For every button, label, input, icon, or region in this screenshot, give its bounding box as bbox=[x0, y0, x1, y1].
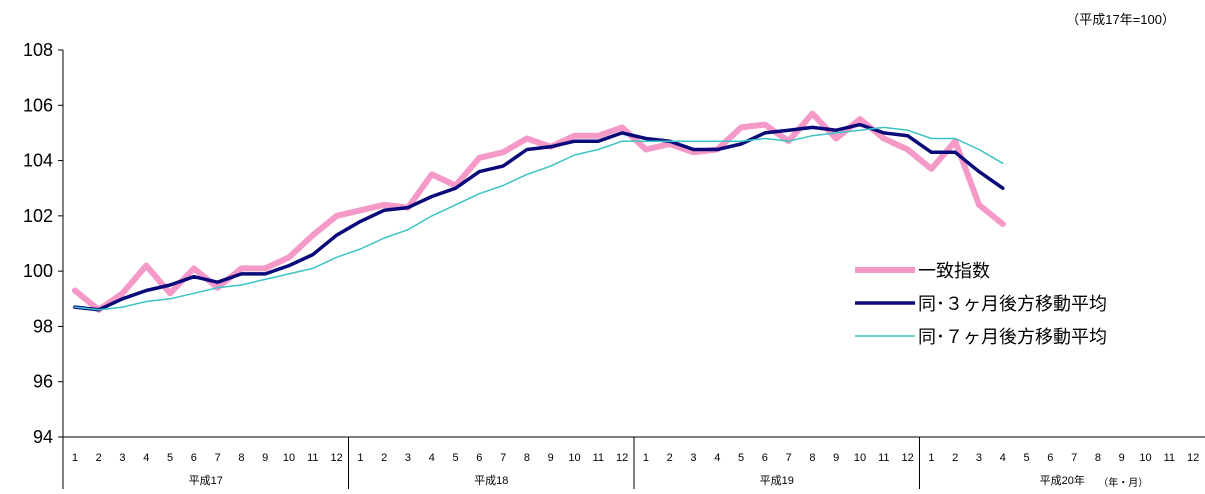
legend-label: 同･３ヶ月後方移動平均 bbox=[918, 294, 1107, 314]
x-tick-label: 12 bbox=[330, 452, 342, 464]
y-tick-label: 104 bbox=[23, 151, 53, 171]
x-tick-label: 2 bbox=[381, 452, 387, 464]
x-tick-label: 7 bbox=[786, 452, 792, 464]
x-unit-label: （年・月） bbox=[1098, 476, 1148, 489]
year-label: 平成18 bbox=[474, 474, 508, 487]
y-tick-label: 96 bbox=[33, 372, 53, 392]
x-tick-label: 12 bbox=[616, 452, 628, 464]
x-tick-label: 4 bbox=[714, 452, 720, 464]
x-tick-label: 10 bbox=[568, 452, 580, 464]
x-tick-label: 5 bbox=[738, 452, 744, 464]
x-tick-label: 5 bbox=[1024, 452, 1030, 464]
x-tick-label: 7 bbox=[215, 452, 221, 464]
x-tick-label: 4 bbox=[1000, 452, 1006, 464]
x-tick-label: 10 bbox=[1139, 452, 1151, 464]
y-tick-label: 106 bbox=[23, 95, 53, 115]
x-tick-label: 10 bbox=[283, 452, 295, 464]
x-tick-label: 11 bbox=[1164, 452, 1175, 464]
x-tick-label: 12 bbox=[901, 452, 913, 464]
x-tick-label: 9 bbox=[262, 452, 268, 464]
x-tick-label: 11 bbox=[307, 452, 318, 464]
x-tick-label: 2 bbox=[667, 452, 673, 464]
x-tick-label: 7 bbox=[1071, 452, 1077, 464]
x-tick-label: 4 bbox=[429, 452, 435, 464]
x-tick-label: 11 bbox=[593, 452, 604, 464]
x-tick-label: 10 bbox=[854, 452, 866, 464]
x-tick-label: 12 bbox=[1187, 452, 1199, 464]
y-tick-label: 94 bbox=[33, 427, 53, 447]
x-tick-label: 6 bbox=[1047, 452, 1053, 464]
x-tick-label: 6 bbox=[762, 452, 768, 464]
x-tick-label: 2 bbox=[96, 452, 102, 464]
y-tick-label: 98 bbox=[33, 316, 53, 336]
x-tick-label: 3 bbox=[405, 452, 411, 464]
legend-label: 同･７ヶ月後方移動平均 bbox=[918, 327, 1107, 347]
x-tick-label: 3 bbox=[119, 452, 125, 464]
unit-note: （平成17年=100） bbox=[1066, 12, 1175, 27]
x-tick-label: 9 bbox=[1119, 452, 1125, 464]
x-tick-label: 9 bbox=[548, 452, 554, 464]
x-axis: 1 2 3 4 5 6 7 8 9 10 11 12 1 2 3 4 5 6 7 8 9 10 11 12 1 2 3 4 5 6 7 8 9 1… bbox=[72, 437, 1199, 489]
y-axis-ticks: 108 106 104 102 100 98 96 94 bbox=[23, 40, 63, 447]
x-tick-label: 3 bbox=[690, 452, 696, 464]
x-tick-label: 1 bbox=[357, 452, 363, 464]
x-tick-label: 8 bbox=[809, 452, 815, 464]
x-tick-label: 6 bbox=[476, 452, 482, 464]
x-tick-label: 5 bbox=[167, 452, 173, 464]
plot-frame bbox=[62, 50, 1205, 489]
x-tick-label: 2 bbox=[952, 452, 958, 464]
x-tick-label: 5 bbox=[453, 452, 459, 464]
series-line bbox=[73, 122, 1005, 312]
series-line bbox=[74, 126, 1004, 311]
x-tick-label: 1 bbox=[643, 452, 649, 464]
x-tick-label: 9 bbox=[833, 452, 839, 464]
x-tick-label: 6 bbox=[191, 452, 197, 464]
y-tick-label: 108 bbox=[23, 40, 53, 60]
series-lines bbox=[71, 110, 1006, 313]
x-tick-label: 7 bbox=[500, 452, 506, 464]
year-label: 平成17 bbox=[189, 474, 223, 487]
y-tick-label: 102 bbox=[23, 206, 53, 226]
year-label: 平成19 bbox=[760, 474, 794, 487]
x-tick-label: 8 bbox=[1095, 452, 1101, 464]
x-tick-label: 4 bbox=[143, 452, 149, 464]
x-tick-label: 8 bbox=[238, 452, 244, 464]
year-label: 平成20年 bbox=[1040, 473, 1085, 487]
x-tick-label: 11 bbox=[878, 452, 889, 464]
legend-label: 一致指数 bbox=[918, 261, 990, 281]
x-tick-label: 3 bbox=[976, 452, 982, 464]
x-tick-label: 1 bbox=[928, 452, 934, 464]
y-tick-label: 100 bbox=[23, 261, 53, 281]
x-tick-label: 1 bbox=[72, 452, 78, 464]
x-tick-label: 8 bbox=[524, 452, 530, 464]
